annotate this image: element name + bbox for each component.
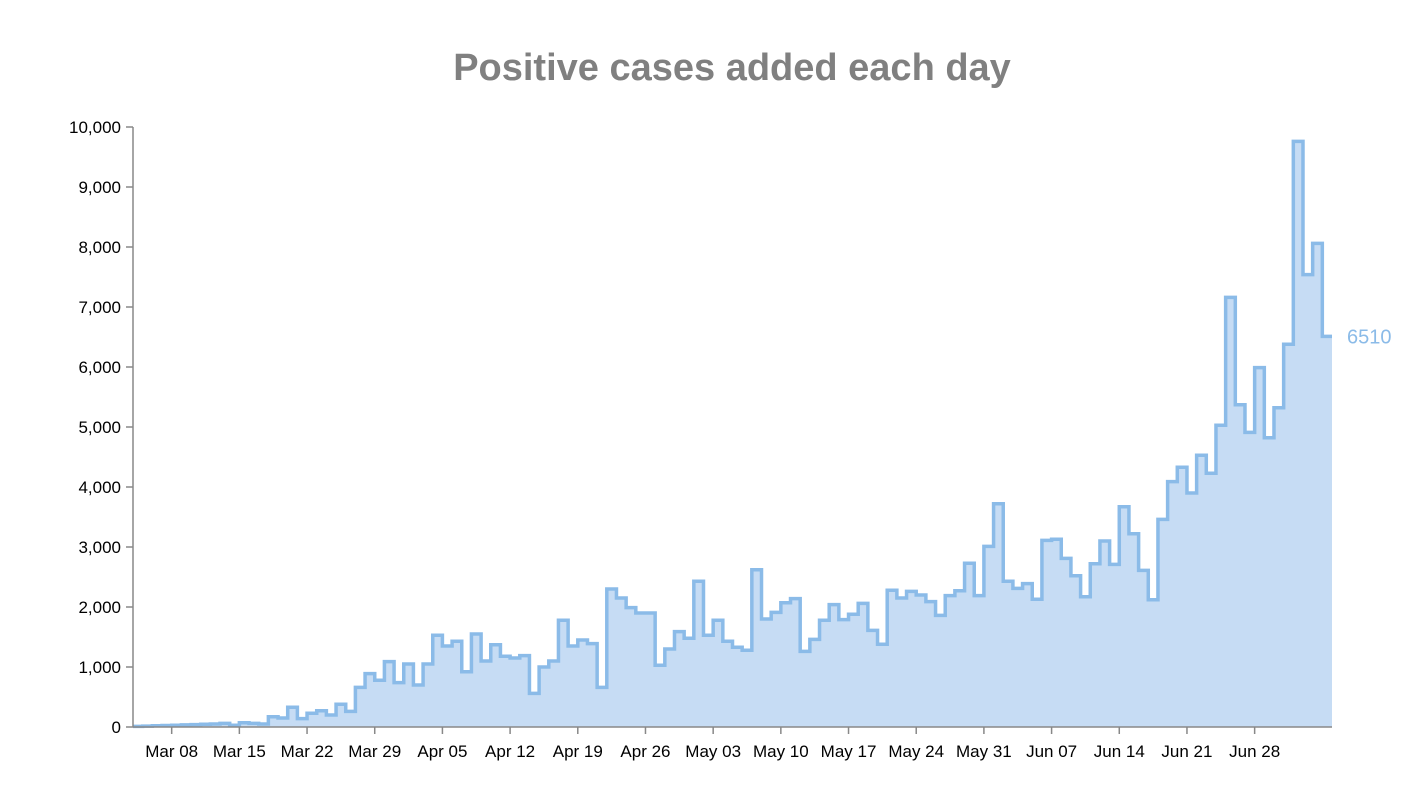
x-tick-label: Apr 12 [485, 742, 535, 761]
x-tick-label: May 31 [956, 742, 1012, 761]
x-tick-label: Mar 15 [213, 742, 266, 761]
x-tick-label: Jun 14 [1094, 742, 1145, 761]
x-tick-label: May 17 [821, 742, 877, 761]
y-tick-label: 5,000 [78, 418, 121, 437]
x-axis: Mar 08 Mar 15 Mar 22 Mar 29 Apr 05 Apr 12 Apr … [133, 726, 1332, 761]
x-tick-label: May 10 [753, 742, 809, 761]
y-tick-label: 4,000 [78, 478, 121, 497]
y-tick-label: 6,000 [78, 358, 121, 377]
y-tick-label: 10,000 [69, 118, 121, 137]
y-axis: 0 1,000 2,000 3,000 4,000 5,000 6,000 7,000 8,00… [69, 118, 134, 737]
x-tick-label: May 03 [685, 742, 741, 761]
x-tick-label: Mar 22 [281, 742, 334, 761]
y-tick-label: 3,000 [78, 538, 121, 557]
x-tick-label: Apr 05 [417, 742, 467, 761]
plot-area [133, 139, 1332, 729]
x-tick-label: Mar 08 [145, 742, 198, 761]
series-area [133, 141, 1332, 727]
x-tick-label: Jun 07 [1026, 742, 1077, 761]
y-tick-label: 9,000 [78, 178, 121, 197]
x-tick-label: Jun 21 [1161, 742, 1212, 761]
series-line [133, 139, 1332, 729]
y-tick-label: 0 [112, 718, 121, 737]
chart-title: Positive cases added each day [453, 47, 1011, 89]
y-tick-label: 1,000 [78, 658, 121, 677]
x-tick-label: Apr 26 [620, 742, 670, 761]
y-tick-label: 7,000 [78, 298, 121, 317]
x-tick-label: Jun 28 [1229, 742, 1280, 761]
x-tick-label: May 24 [888, 742, 944, 761]
x-tick-label: Mar 29 [348, 742, 401, 761]
y-tick-label: 8,000 [78, 238, 121, 257]
y-tick-label: 2,000 [78, 598, 121, 617]
last-value-label: 6510 [1347, 326, 1392, 348]
x-tick-label: Apr 19 [553, 742, 603, 761]
